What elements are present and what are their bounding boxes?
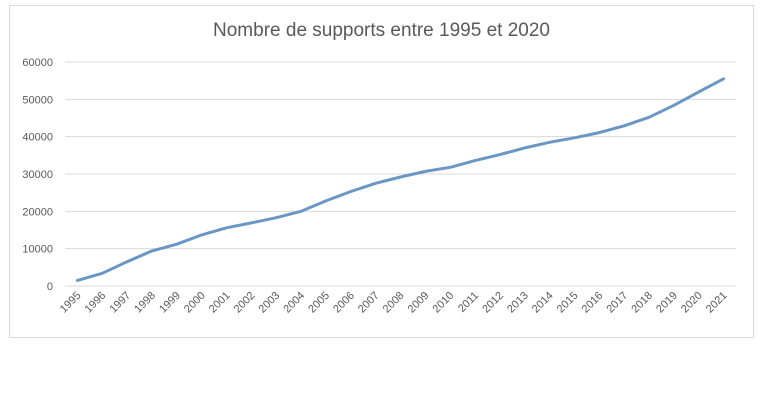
- x-tick-label: 2001: [207, 290, 233, 316]
- x-tick-label: 2014: [530, 290, 556, 316]
- x-tick-label: 2020: [679, 290, 705, 316]
- x-tick-label: 2018: [629, 290, 655, 316]
- x-tick-label: 2019: [654, 290, 680, 316]
- x-tick-label: 2003: [257, 290, 283, 316]
- y-tick-label: 0: [47, 281, 53, 293]
- x-tick-label: 2016: [580, 290, 606, 316]
- y-tick-label: 60000: [22, 57, 53, 69]
- y-tick-label: 50000: [22, 94, 53, 106]
- y-tick-label: 20000: [22, 206, 53, 218]
- chart-title: Nombre de supports entre 1995 et 2020: [213, 20, 550, 41]
- x-tick-label: 2000: [182, 290, 208, 316]
- y-tick-label: 10000: [22, 244, 53, 256]
- x-tick-label: 1997: [107, 290, 133, 316]
- x-tick-label: 2005: [306, 290, 332, 316]
- x-tick-label: 2004: [281, 290, 307, 316]
- x-tick-label: 1999: [157, 290, 183, 316]
- x-tick-label: 2011: [456, 290, 481, 315]
- x-tick-label: 2009: [406, 290, 432, 316]
- series-line: [75, 77, 726, 282]
- x-tick-label: 2010: [431, 290, 457, 316]
- x-tick-label: 2008: [381, 290, 407, 316]
- x-tick-label: 2021: [704, 290, 730, 316]
- x-tick-label: 1996: [83, 290, 109, 316]
- y-tick-label: 30000: [22, 169, 53, 181]
- x-tick-label: 2006: [331, 290, 357, 316]
- x-tick-label: 1995: [58, 290, 84, 316]
- x-tick-label: 2002: [232, 290, 258, 316]
- x-tick-label: 2012: [480, 290, 506, 316]
- x-tick-label: 1998: [132, 290, 158, 316]
- x-tick-label: 2013: [505, 290, 531, 316]
- y-tick-label: 40000: [22, 132, 53, 144]
- x-tick-label: 2015: [555, 290, 581, 316]
- x-tick-label: 2017: [604, 290, 630, 316]
- x-tick-label: 2007: [356, 290, 382, 316]
